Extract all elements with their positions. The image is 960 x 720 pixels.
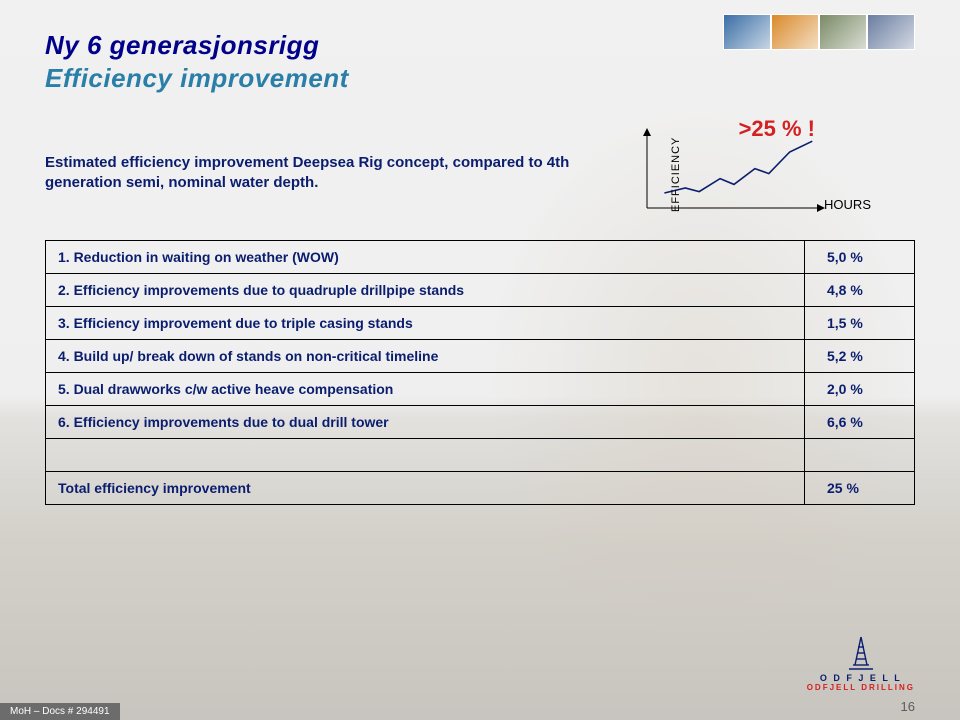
- row-label: 5. Dual drawworks c/w active heave compe…: [46, 373, 805, 406]
- table-row: 4. Build up/ break down of stands on non…: [46, 340, 915, 373]
- intro-text: Estimated efficiency improvement Deepsea…: [45, 153, 605, 194]
- thumb-3: [819, 14, 867, 50]
- thumb-2: [771, 14, 819, 50]
- table-total-row: Total efficiency improvement25 %: [46, 472, 915, 505]
- row-label: 4. Build up/ break down of stands on non…: [46, 340, 805, 373]
- table-row: 2. Efficiency improvements due to quadru…: [46, 274, 915, 307]
- efficiency-mini-chart: >25 % ! EFFICIENCY HOURS: [625, 128, 825, 218]
- row-label: 6. Efficiency improvements due to dual d…: [46, 406, 805, 439]
- thumb-1: [723, 14, 771, 50]
- row-value: 6,6 %: [805, 406, 915, 439]
- table-row: 3. Efficiency improvement due to triple …: [46, 307, 915, 340]
- row-value: 5,2 %: [805, 340, 915, 373]
- row-value: 1,5 %: [805, 307, 915, 340]
- row-label: 2. Efficiency improvements due to quadru…: [46, 274, 805, 307]
- row-value: 2,0 %: [805, 373, 915, 406]
- thumb-4: [867, 14, 915, 50]
- table-row: 5. Dual drawworks c/w active heave compe…: [46, 373, 915, 406]
- title-line-2: Efficiency improvement: [45, 63, 915, 94]
- chart-y-axis-label: EFFICIENCY: [631, 132, 721, 212]
- row-label: 1. Reduction in waiting on weather (WOW): [46, 241, 805, 274]
- table-row: 6. Efficiency improvements due to dual d…: [46, 406, 915, 439]
- spacer-cell: [805, 439, 915, 472]
- table-spacer: [46, 439, 915, 472]
- header-thumbnails: [723, 14, 915, 50]
- spacer-cell: [46, 439, 805, 472]
- row-label: 3. Efficiency improvement due to triple …: [46, 307, 805, 340]
- total-label: Total efficiency improvement: [46, 472, 805, 505]
- efficiency-table: 1. Reduction in waiting on weather (WOW)…: [45, 240, 915, 505]
- intro-row: Estimated efficiency improvement Deepsea…: [45, 128, 915, 218]
- slide: Ny 6 generasjonsrigg Efficiency improvem…: [0, 0, 960, 720]
- chart-x-axis-label: HOURS: [824, 197, 871, 212]
- total-value: 25 %: [805, 472, 915, 505]
- chart-callout: >25 % !: [739, 116, 815, 142]
- table-row: 1. Reduction in waiting on weather (WOW)…: [46, 241, 915, 274]
- row-value: 4,8 %: [805, 274, 915, 307]
- row-value: 5,0 %: [805, 241, 915, 274]
